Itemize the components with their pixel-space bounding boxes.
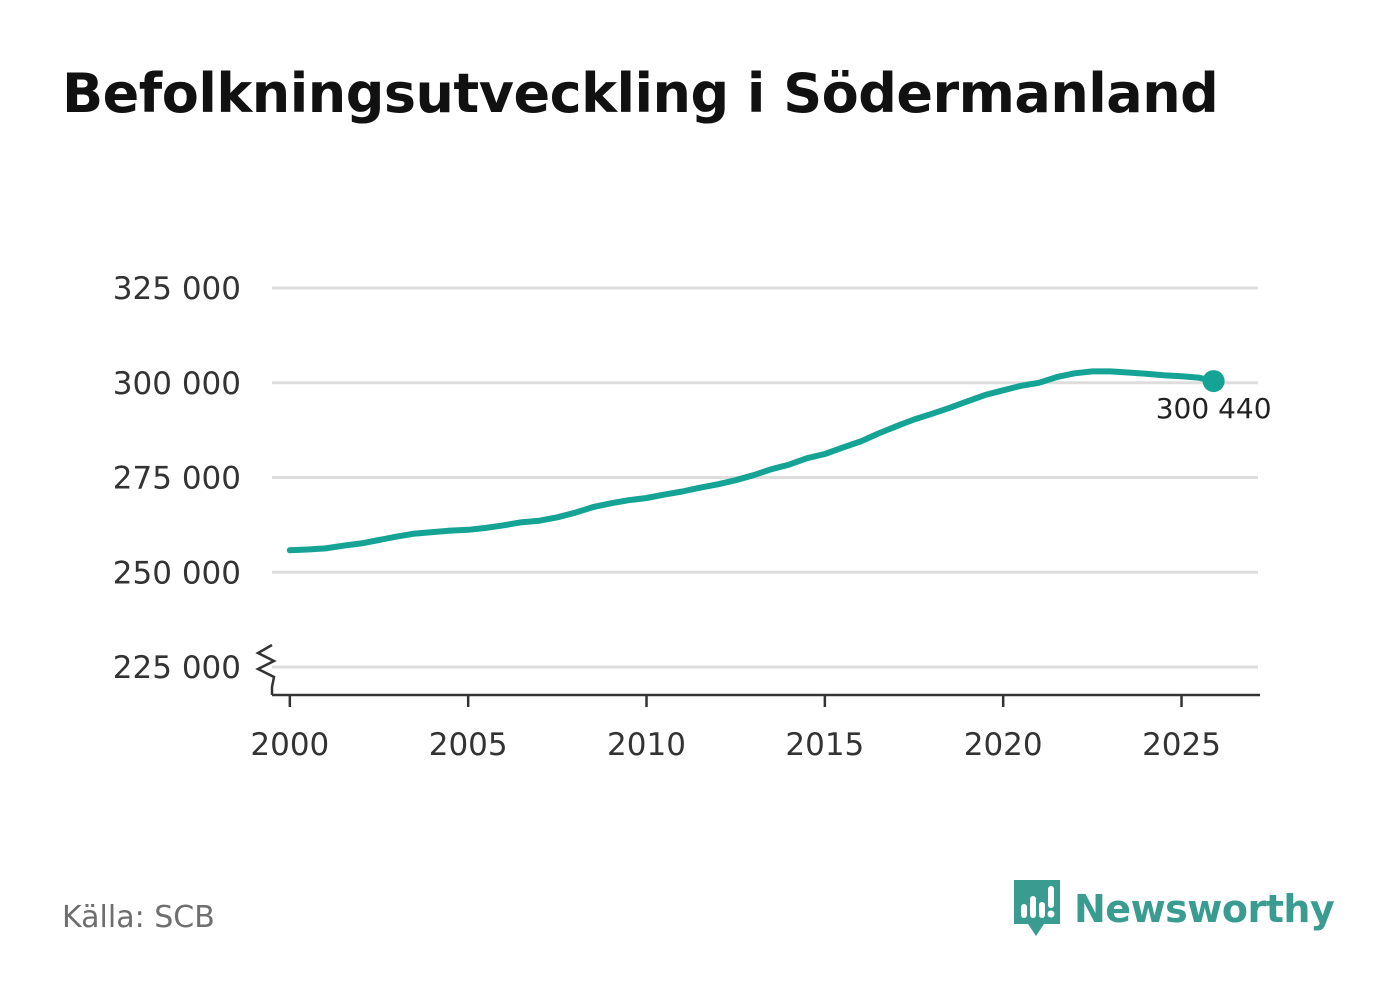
y-axis-labels: 225 000 250 000 275 000 300 000 325 000 [113,271,241,686]
source-label: Källa: SCB [62,900,215,935]
series: 300 440 [286,368,1272,554]
x-axis-labels: 2000 2005 2010 2015 2020 2025 [250,727,1221,763]
y-tick-label: 275 000 [113,461,241,497]
y-tick-label: 325 000 [113,271,241,307]
end-value-label: 300 440 [1156,392,1272,425]
x-tick-label: 2000 [250,727,329,763]
y-tick-label: 225 000 [113,650,241,686]
y-tick-label: 250 000 [113,555,241,591]
axes [255,643,1260,707]
y-axis-break [255,643,277,695]
x-tick-label: 2015 [785,727,864,763]
gridlines [272,286,1258,669]
x-tick-label: 2020 [964,727,1043,763]
series-line [286,368,1217,554]
x-tick-label: 2010 [607,727,686,763]
end-point-marker [1202,370,1225,393]
brand-logo[interactable]: Newsworthy [1012,878,1335,940]
x-tick-label: 2005 [429,727,508,763]
x-tick-label: 2025 [1142,727,1221,763]
newsworthy-logo-icon [1014,880,1060,936]
brand-name: Newsworthy [1074,887,1335,931]
y-tick-label: 300 000 [113,366,241,402]
chart-title: Befolkningsutveckling i Södermanland [62,62,1219,125]
